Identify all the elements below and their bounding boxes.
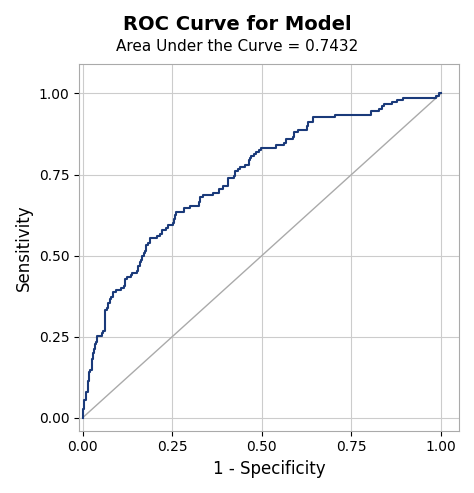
Text: ROC Curve for Model: ROC Curve for Model [123,15,351,34]
Text: Area Under the Curve = 0.7432: Area Under the Curve = 0.7432 [116,39,358,54]
X-axis label: 1 - Specificity: 1 - Specificity [213,460,325,478]
Y-axis label: Sensitivity: Sensitivity [15,204,33,291]
